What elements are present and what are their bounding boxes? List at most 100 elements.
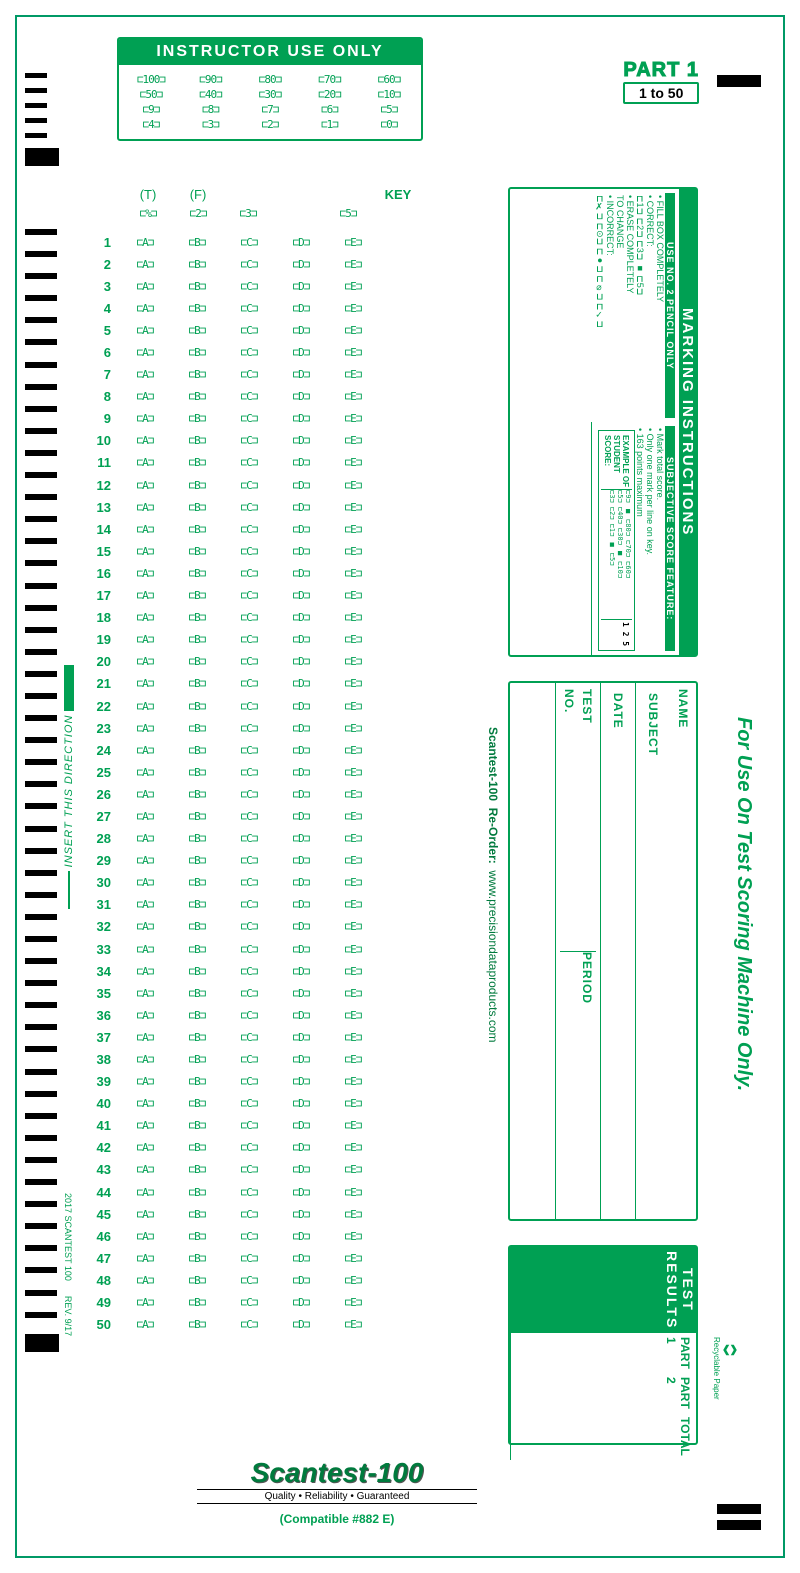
bubble-48-B[interactable]: ⊏B⊐ — [171, 1274, 223, 1287]
bubble-42-A[interactable]: ⊏A⊐ — [119, 1141, 171, 1154]
bubble-46-B[interactable]: ⊏B⊐ — [171, 1230, 223, 1243]
bubble-50-A[interactable]: ⊏A⊐ — [119, 1318, 171, 1331]
bubble-24-C[interactable]: ⊏C⊐ — [223, 744, 275, 757]
answer-row-6[interactable]: 6⊏A⊐⊏B⊐⊏C⊐⊏D⊐⊏E⊐ — [87, 341, 433, 363]
answer-row-31[interactable]: 31⊏A⊐⊏B⊐⊏C⊐⊏D⊐⊏E⊐ — [87, 894, 433, 916]
answer-row-35[interactable]: 35⊏A⊐⊏B⊐⊏C⊐⊏D⊐⊏E⊐ — [87, 982, 433, 1004]
bubble-45-C[interactable]: ⊏C⊐ — [223, 1208, 275, 1221]
bubble-7-A[interactable]: ⊏A⊐ — [119, 368, 171, 381]
bubble-45-E[interactable]: ⊏E⊐ — [327, 1208, 379, 1221]
bubble-35-D[interactable]: ⊏D⊐ — [275, 987, 327, 1000]
bubble-29-E[interactable]: ⊏E⊐ — [327, 854, 379, 867]
answer-row-13[interactable]: 13⊏A⊐⊏B⊐⊏C⊐⊏D⊐⊏E⊐ — [87, 496, 433, 518]
bubble-32-D[interactable]: ⊏D⊐ — [275, 920, 327, 933]
bubble-1-D[interactable]: ⊏D⊐ — [275, 236, 327, 249]
bubble-30-B[interactable]: ⊏B⊐ — [171, 876, 223, 889]
answer-row-15[interactable]: 15⊏A⊐⊏B⊐⊏C⊐⊏D⊐⊏E⊐ — [87, 540, 433, 562]
bubble-27-D[interactable]: ⊏D⊐ — [275, 810, 327, 823]
bubble-10-E[interactable]: ⊏E⊐ — [327, 434, 379, 447]
bubble-31-B[interactable]: ⊏B⊐ — [171, 898, 223, 911]
answer-row-21[interactable]: 21⊏A⊐⊏B⊐⊏C⊐⊏D⊐⊏E⊐ — [87, 673, 433, 695]
bubble-50-D[interactable]: ⊏D⊐ — [275, 1318, 327, 1331]
bubble-30-A[interactable]: ⊏A⊐ — [119, 876, 171, 889]
bubble-21-C[interactable]: ⊏C⊐ — [223, 677, 275, 690]
bubble-22-E[interactable]: ⊏E⊐ — [327, 700, 379, 713]
bubble-18-D[interactable]: ⊏D⊐ — [275, 611, 327, 624]
bubble-43-E[interactable]: ⊏E⊐ — [327, 1163, 379, 1176]
bubble-13-D[interactable]: ⊏D⊐ — [275, 501, 327, 514]
bubble-34-B[interactable]: ⊏B⊐ — [171, 965, 223, 978]
bubble-20-A[interactable]: ⊏A⊐ — [119, 655, 171, 668]
bubble-50-E[interactable]: ⊏E⊐ — [327, 1318, 379, 1331]
answer-row-33[interactable]: 33⊏A⊐⊏B⊐⊏C⊐⊏D⊐⊏E⊐ — [87, 938, 433, 960]
bubble-3-D[interactable]: ⊏D⊐ — [275, 280, 327, 293]
bubble-11-B[interactable]: ⊏B⊐ — [171, 456, 223, 469]
bubble-38-E[interactable]: ⊏E⊐ — [327, 1053, 379, 1066]
bubble-42-E[interactable]: ⊏E⊐ — [327, 1141, 379, 1154]
bubble-8-D[interactable]: ⊏D⊐ — [275, 390, 327, 403]
answer-row-22[interactable]: 22⊏A⊐⊏B⊐⊏C⊐⊏D⊐⊏E⊐ — [87, 695, 433, 717]
bubble-35-B[interactable]: ⊏B⊐ — [171, 987, 223, 1000]
bubble-11-D[interactable]: ⊏D⊐ — [275, 456, 327, 469]
bubble-22-C[interactable]: ⊏C⊐ — [223, 700, 275, 713]
bubble-15-D[interactable]: ⊏D⊐ — [275, 545, 327, 558]
bubble-44-C[interactable]: ⊏C⊐ — [223, 1186, 275, 1199]
bubble-38-A[interactable]: ⊏A⊐ — [119, 1053, 171, 1066]
bubble-19-C[interactable]: ⊏C⊐ — [223, 633, 275, 646]
bubble-34-D[interactable]: ⊏D⊐ — [275, 965, 327, 978]
bubble-49-D[interactable]: ⊏D⊐ — [275, 1296, 327, 1309]
bubble-45-B[interactable]: ⊏B⊐ — [171, 1208, 223, 1221]
bubble-9-A[interactable]: ⊏A⊐ — [119, 412, 171, 425]
bubble-6-C[interactable]: ⊏C⊐ — [223, 346, 275, 359]
bubble-25-B[interactable]: ⊏B⊐ — [171, 766, 223, 779]
bubble-48-E[interactable]: ⊏E⊐ — [327, 1274, 379, 1287]
bubble-34-C[interactable]: ⊏C⊐ — [223, 965, 275, 978]
bubble-39-B[interactable]: ⊏B⊐ — [171, 1075, 223, 1088]
bubble-12-C[interactable]: ⊏C⊐ — [223, 479, 275, 492]
bubble-31-C[interactable]: ⊏C⊐ — [223, 898, 275, 911]
answer-row-42[interactable]: 42⊏A⊐⊏B⊐⊏C⊐⊏D⊐⊏E⊐ — [87, 1137, 433, 1159]
bubble-18-A[interactable]: ⊏A⊐ — [119, 611, 171, 624]
bubble-4-E[interactable]: ⊏E⊐ — [327, 302, 379, 315]
answer-row-40[interactable]: 40⊏A⊐⊏B⊐⊏C⊐⊏D⊐⊏E⊐ — [87, 1093, 433, 1115]
bubble-46-A[interactable]: ⊏A⊐ — [119, 1230, 171, 1243]
bubble-44-E[interactable]: ⊏E⊐ — [327, 1186, 379, 1199]
bubble-10-D[interactable]: ⊏D⊐ — [275, 434, 327, 447]
bubble-9-D[interactable]: ⊏D⊐ — [275, 412, 327, 425]
bubble-48-A[interactable]: ⊏A⊐ — [119, 1274, 171, 1287]
bubble-29-A[interactable]: ⊏A⊐ — [119, 854, 171, 867]
bubble-13-B[interactable]: ⊏B⊐ — [171, 501, 223, 514]
bubble-3-E[interactable]: ⊏E⊐ — [327, 280, 379, 293]
bubble-37-C[interactable]: ⊏C⊐ — [223, 1031, 275, 1044]
bubble-50-B[interactable]: ⊏B⊐ — [171, 1318, 223, 1331]
instructor-bubble-20[interactable]: ⊏20⊐ — [306, 88, 354, 101]
bubble-33-B[interactable]: ⊏B⊐ — [171, 943, 223, 956]
answer-row-2[interactable]: 2⊏A⊐⊏B⊐⊏C⊐⊏D⊐⊏E⊐ — [87, 253, 433, 275]
bubble-15-E[interactable]: ⊏E⊐ — [327, 545, 379, 558]
bubble-43-C[interactable]: ⊏C⊐ — [223, 1163, 275, 1176]
bubble-1-B[interactable]: ⊏B⊐ — [171, 236, 223, 249]
bubble-26-E[interactable]: ⊏E⊐ — [327, 788, 379, 801]
bubble-22-D[interactable]: ⊏D⊐ — [275, 700, 327, 713]
bubble-19-E[interactable]: ⊏E⊐ — [327, 633, 379, 646]
instructor-bubble-70[interactable]: ⊏70⊐ — [306, 73, 354, 86]
bubble-12-A[interactable]: ⊏A⊐ — [119, 479, 171, 492]
bubble-33-E[interactable]: ⊏E⊐ — [327, 943, 379, 956]
bubble-42-D[interactable]: ⊏D⊐ — [275, 1141, 327, 1154]
bubble-11-A[interactable]: ⊏A⊐ — [119, 456, 171, 469]
bubble-19-B[interactable]: ⊏B⊐ — [171, 633, 223, 646]
bubble-18-E[interactable]: ⊏E⊐ — [327, 611, 379, 624]
bubble-35-E[interactable]: ⊏E⊐ — [327, 987, 379, 1000]
bubble-5-A[interactable]: ⊏A⊐ — [119, 324, 171, 337]
bubble-21-A[interactable]: ⊏A⊐ — [119, 677, 171, 690]
bubble-12-E[interactable]: ⊏E⊐ — [327, 479, 379, 492]
bubble-14-A[interactable]: ⊏A⊐ — [119, 523, 171, 536]
bubble-22-B[interactable]: ⊏B⊐ — [171, 700, 223, 713]
bubble-6-D[interactable]: ⊏D⊐ — [275, 346, 327, 359]
bubble-41-E[interactable]: ⊏E⊐ — [327, 1119, 379, 1132]
bubble-19-D[interactable]: ⊏D⊐ — [275, 633, 327, 646]
bubble-17-E[interactable]: ⊏E⊐ — [327, 589, 379, 602]
bubble-4-D[interactable]: ⊏D⊐ — [275, 302, 327, 315]
answer-row-11[interactable]: 11⊏A⊐⊏B⊐⊏C⊐⊏D⊐⊏E⊐ — [87, 452, 433, 474]
bubble-21-B[interactable]: ⊏B⊐ — [171, 677, 223, 690]
